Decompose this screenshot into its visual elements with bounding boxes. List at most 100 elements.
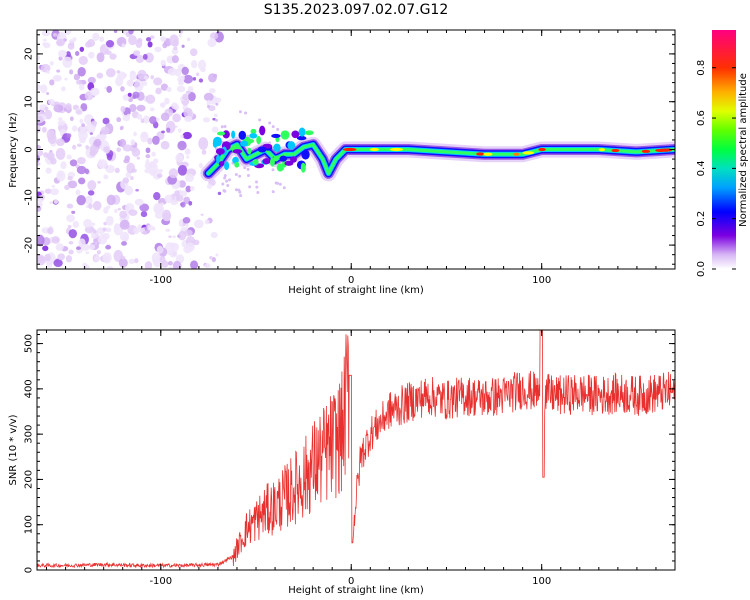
spectrogram-noise-blob [180, 134, 184, 139]
spectrogram-noise-blob [171, 102, 178, 110]
spectrogram-noise-blob [160, 36, 167, 42]
spectrogram-speckle [239, 194, 243, 198]
spectrogram-noise-blob [161, 130, 165, 134]
spectrogram-noise-blob [183, 107, 193, 119]
signal-track-hotspot [483, 152, 493, 156]
spectrogram-noise-blob [66, 203, 74, 209]
snr-y-tick-label: 500 [24, 334, 35, 353]
signal-track-hotspot [513, 152, 520, 156]
spectrogram-noise-blob [52, 74, 62, 82]
spectrogram-noise-blob [87, 76, 96, 84]
signal-turbulence-blob [252, 159, 259, 165]
spectrogram-noise-blob [46, 128, 56, 141]
spectrogram-noise-blob [131, 147, 141, 157]
spectrogram-noise-blob [211, 126, 219, 133]
spectrogram-speckle [246, 173, 250, 177]
spectrogram-noise-blob [173, 46, 178, 51]
spectrogram-noise-blob [55, 243, 64, 251]
snr-x-tick-label: -100 [149, 576, 172, 587]
spectrogram-noise-blob [69, 159, 78, 167]
spectrogram-noise-blob [201, 149, 207, 155]
spectrogram-noise-blob [75, 107, 83, 116]
spectrogram-noise-blob [122, 144, 133, 152]
spectrogram-noise-blob [160, 83, 169, 91]
spectrogram-noise-blob [105, 245, 112, 250]
spectrogram-noise-blob [113, 30, 118, 34]
spectrogram-noise-blob [95, 253, 99, 256]
spectrogram-noise-blob [145, 37, 152, 42]
spectrogram-speckle [258, 118, 262, 122]
signal-track-hotspot [641, 149, 651, 153]
spectrogram-speckle [228, 178, 232, 182]
spectrogram-noise-blob [215, 97, 222, 103]
signal-turbulence-blob [259, 125, 266, 136]
spectrogram-noise-blob [212, 117, 216, 121]
spectrogram-noise-blob [167, 68, 178, 76]
spectrogram-noise-blob [153, 77, 163, 86]
spectrogram-noise-blob [115, 76, 124, 87]
colorbar-tick-label: 0.4 [696, 160, 707, 176]
spectrogram-noise-blob [49, 201, 53, 205]
spectrogram-noise-blob [119, 219, 130, 230]
spectrogram-noise-blob [116, 117, 122, 123]
spectrogram-noise-blob [45, 167, 52, 174]
spectrogram-noise-blob [130, 139, 136, 146]
spectrogram-noise-blob [87, 190, 95, 196]
spectrogram-x-tick-label: 100 [532, 275, 551, 286]
spectrogram-noise-blob [128, 258, 136, 264]
signal-track-hotspot [660, 148, 673, 152]
spectrogram-noise-blob [88, 51, 95, 59]
spectrogram-noise-blob [187, 92, 196, 102]
spectrogram-noise-blob [67, 180, 78, 189]
spectrogram-noise-blob [105, 205, 111, 210]
spectrogram-noise-blob [149, 107, 155, 112]
spectrogram-noise-blob [156, 117, 160, 122]
spectrogram-noise-blob [97, 180, 101, 184]
signal-turbulence-blob [249, 133, 258, 139]
spectrogram-noise-blob [135, 188, 139, 192]
spectrogram-noise-blob [106, 85, 113, 93]
spectrogram-noise-blob [76, 143, 82, 148]
spectrogram-noise-blob [160, 59, 167, 67]
spectrogram-noise-blob [37, 66, 40, 70]
spectrogram-noise-blob [156, 245, 164, 254]
signal-turbulence-blob [215, 148, 225, 155]
spectrogram-noise-blob [155, 87, 162, 95]
spectrogram-noise-blob [177, 140, 187, 151]
spectrogram-noise-blob [84, 195, 93, 205]
spectrogram-speckle [268, 121, 272, 125]
signal-turbulence-blob [246, 139, 255, 144]
spectrogram-noise-blob [69, 116, 74, 121]
spectrogram-noise-blob [213, 113, 218, 118]
spectrogram-noise-blob [37, 150, 44, 156]
snr-y-tick-label: 200 [24, 470, 35, 489]
spectrogram-noise-blob [92, 229, 97, 234]
spectrogram-noise-blob [53, 259, 63, 267]
spectrogram-noise-blob [75, 51, 80, 57]
spectrogram-noise-blob [211, 256, 216, 263]
spectrogram-noise-blob [188, 200, 193, 206]
spectrogram-noise-blob [78, 55, 88, 65]
snr-x-axis-label: Height of straight line (km) [288, 585, 424, 596]
spectrogram-noise-blob [100, 126, 110, 135]
spectrogram-noise-blob [204, 263, 211, 269]
signal-turbulence-blob [257, 146, 267, 153]
spectrogram-noise-blob [190, 60, 198, 69]
signal-turbulence-blob [247, 147, 252, 155]
spectrogram-noise-blob [125, 202, 135, 212]
spectrogram-speckle [234, 173, 238, 177]
signal-turbulence-blob [279, 155, 288, 162]
spectrogram-noise-blob [160, 102, 165, 107]
spectrogram-noise-blob [77, 66, 86, 77]
spectrogram-noise-blob [128, 30, 134, 35]
spectrogram-speckle [206, 104, 210, 108]
spectrogram-noise-blob [189, 185, 195, 191]
spectrogram-noise-blob [160, 112, 170, 122]
spectrogram-noise-blob [144, 162, 151, 170]
spectrogram-speckle [226, 183, 230, 187]
spectrogram-noise-blob [81, 123, 85, 127]
spectrogram-noise-blob [88, 203, 93, 209]
spectrogram-noise-blob [160, 140, 170, 150]
